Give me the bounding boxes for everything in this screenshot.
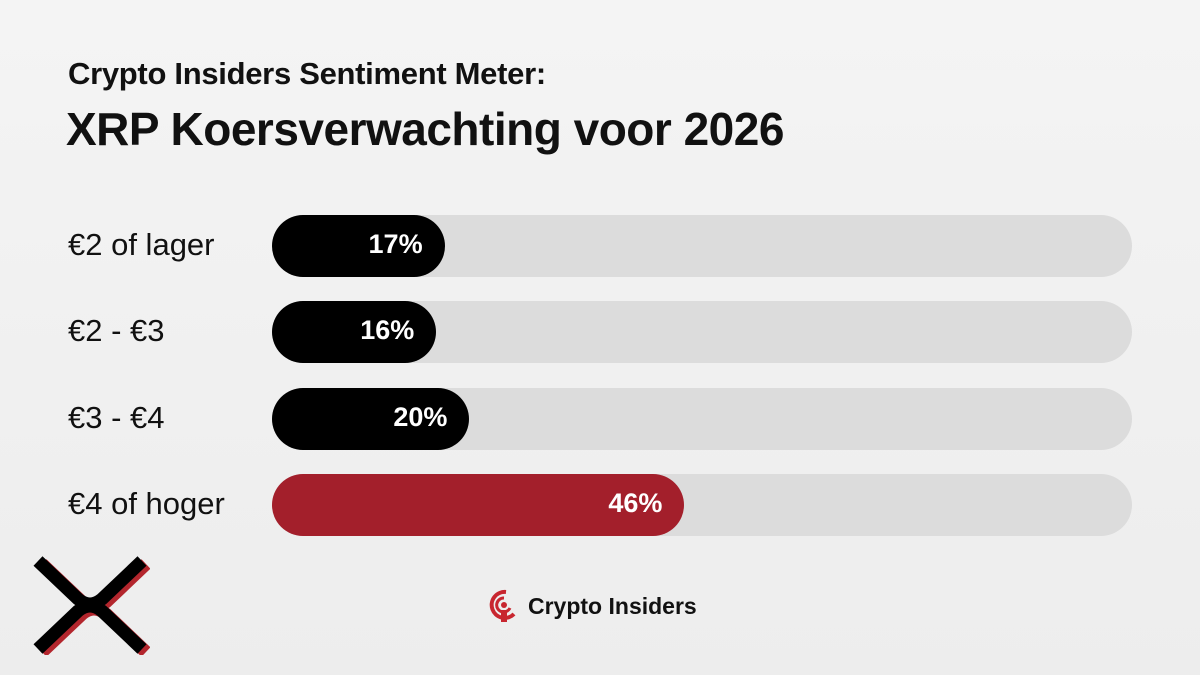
category-label: €3 - €4 [68,400,165,435]
value-label: 20% [393,402,448,432]
xrp-logo [33,556,150,655]
bar [272,474,685,536]
value-label: 17% [368,229,423,259]
crypto-insiders-logo-icon [489,589,516,622]
value-label: 46% [608,488,663,518]
brand: Crypto Insiders [488,588,697,624]
bar [272,215,445,277]
category-label: €4 of hoger [68,486,225,521]
bar [272,388,470,450]
bar-row: €2 of lager 17% [0,215,1200,277]
chart-subtitle: XRP Koersverwachting voor 2026 [66,103,784,155]
value-label: 16% [360,315,415,345]
category-label: €2 - €3 [68,313,165,348]
bar-row: €2 - €3 16% [0,301,1200,363]
bar-row: €3 - €4 20% [0,388,1200,450]
category-label: €2 of lager [68,227,215,262]
chart-title: Crypto Insiders Sentiment Meter: [68,56,546,91]
bar-row: €4 of hoger 46% [0,474,1200,536]
bar [272,301,437,363]
brand-name: Crypto Insiders [528,592,697,619]
